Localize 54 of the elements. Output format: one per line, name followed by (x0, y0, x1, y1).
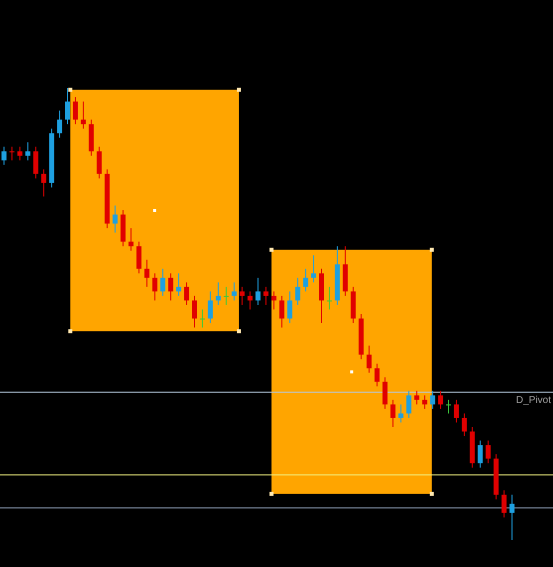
candlestick (192, 295, 197, 328)
candlestick (80, 101, 86, 130)
candlestick (279, 295, 284, 328)
candlestick (33, 146, 38, 179)
candlestick (256, 277, 260, 306)
candlestick (9, 146, 14, 161)
candlestick (41, 168, 46, 197)
candlestick (263, 286, 268, 306)
candlestick (478, 440, 483, 468)
candlestick (446, 399, 451, 414)
candlestick (398, 404, 404, 423)
candlestick (438, 390, 444, 410)
candlestick (510, 494, 514, 540)
candlestick (136, 241, 142, 274)
candlestick (295, 277, 300, 306)
candlestick (248, 290, 253, 310)
candlestick (232, 282, 237, 301)
candlestick (240, 286, 245, 306)
candlestick (176, 272, 182, 296)
candlestick (152, 272, 158, 301)
candlestick (112, 205, 118, 234)
candlestick (160, 268, 166, 296)
candlestick (406, 390, 412, 418)
candlestick (224, 286, 229, 306)
candlestick (303, 268, 308, 292)
candlestick (366, 345, 372, 374)
candlestick (200, 308, 205, 328)
candlestick (72, 96, 78, 125)
candlestick (382, 376, 388, 410)
candlestick (462, 412, 467, 437)
candlestick (454, 399, 459, 423)
candlestick (184, 282, 190, 306)
candlestick (486, 440, 491, 464)
ref-line-label: D_Pivot (516, 395, 552, 406)
candlestick (430, 390, 436, 410)
candlestick (216, 282, 221, 306)
candlestick (271, 290, 276, 310)
candlestick (128, 228, 134, 252)
candlestick (422, 394, 428, 410)
candlestick (17, 146, 22, 161)
candlestick (502, 490, 507, 518)
candlestick (144, 259, 150, 288)
candlestick (208, 290, 213, 324)
candlestick (326, 286, 332, 310)
candlestick (287, 290, 292, 324)
candlestick (25, 142, 30, 161)
candlestick (168, 272, 174, 301)
candlestick (414, 390, 420, 405)
candlestick (390, 399, 396, 428)
candlestick (311, 254, 316, 283)
candlestick (96, 146, 102, 179)
candlestick (2, 146, 6, 166)
candlestick (374, 363, 380, 387)
candlestick (57, 110, 62, 138)
